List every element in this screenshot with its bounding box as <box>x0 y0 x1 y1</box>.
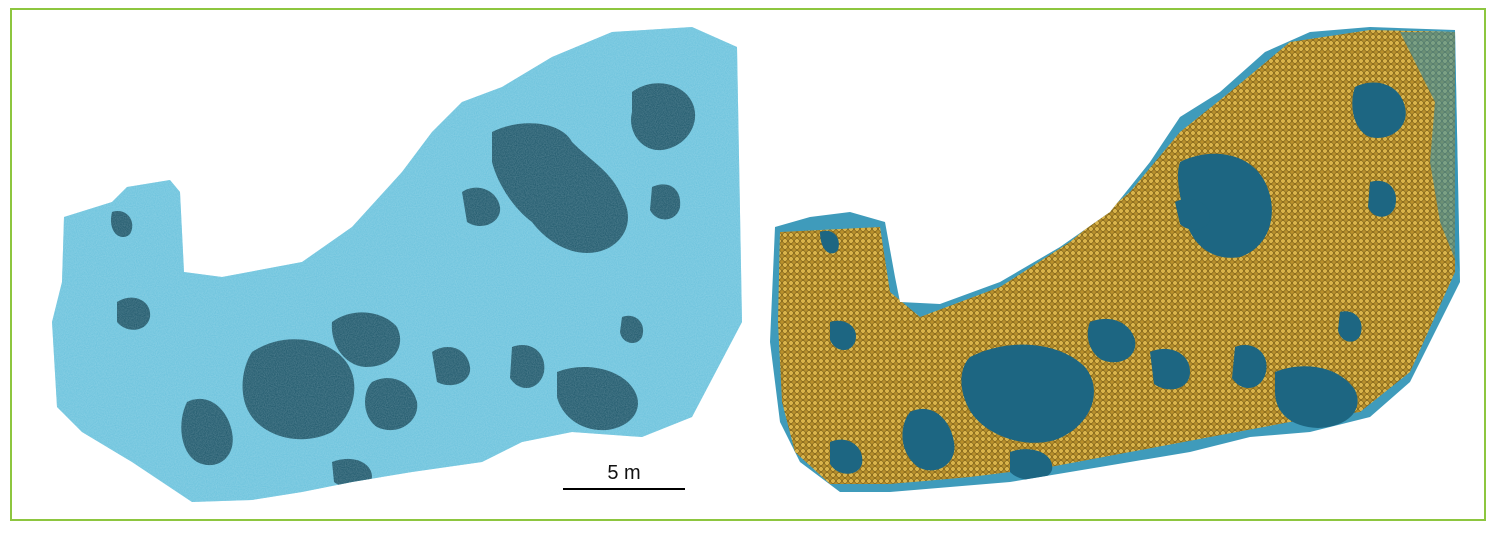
orthomosaic-image <box>52 27 742 502</box>
detection-image <box>770 27 1460 492</box>
scale-bar-label: 5 m <box>607 462 641 484</box>
detection-panel <box>770 22 1460 506</box>
scale-bar-line <box>563 488 685 490</box>
orthomosaic-panel <box>52 22 742 506</box>
uncovered-seagrass <box>820 82 1406 481</box>
scale-bar: 5 m <box>563 462 685 494</box>
